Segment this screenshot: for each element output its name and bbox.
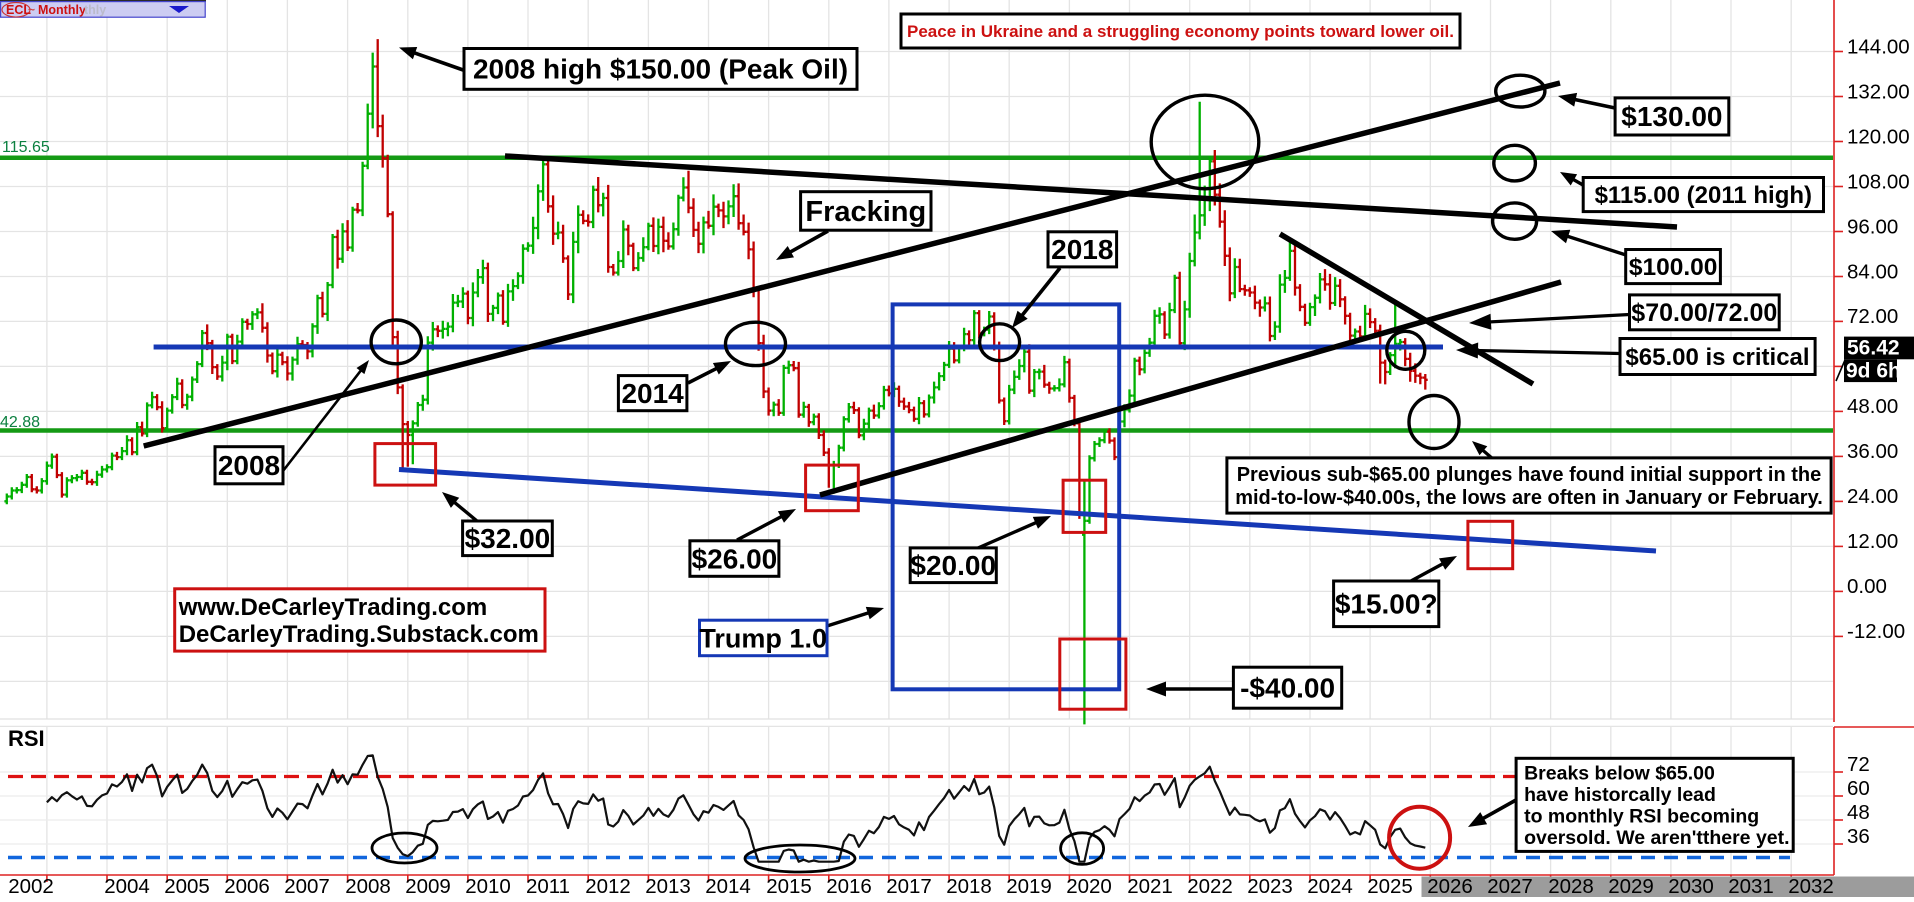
svg-text:2021: 2021	[1127, 875, 1173, 897]
svg-text:24.00: 24.00	[1847, 485, 1898, 508]
svg-text:2004: 2004	[104, 875, 150, 897]
svg-text:2018: 2018	[946, 875, 992, 897]
svg-text:thly: thly	[84, 3, 106, 17]
svg-text:2002: 2002	[8, 875, 54, 897]
svg-text:2023: 2023	[1247, 875, 1293, 897]
svg-text:48.00: 48.00	[1847, 395, 1898, 418]
svg-text:2008: 2008	[218, 450, 280, 481]
svg-text:RSI: RSI	[8, 726, 45, 751]
svg-text:60: 60	[1847, 777, 1870, 800]
svg-text:2020: 2020	[1066, 875, 1112, 897]
svg-text:2011: 2011	[526, 875, 570, 897]
svg-text:2026: 2026	[1427, 875, 1473, 897]
svg-text:36.00: 36.00	[1847, 440, 1898, 463]
svg-text:oversold. We aren'tthere yet.: oversold. We aren'tthere yet.	[1524, 827, 1789, 849]
svg-text:2008: 2008	[345, 875, 391, 897]
svg-text:2031: 2031	[1728, 875, 1774, 897]
svg-text:-$40.00: -$40.00	[1240, 673, 1335, 704]
svg-text:2017: 2017	[886, 875, 932, 897]
svg-text:Trump 1.0: Trump 1.0	[699, 623, 827, 653]
svg-text:2009: 2009	[405, 875, 451, 897]
svg-text:to monthly RSI becoming: to monthly RSI becoming	[1524, 805, 1759, 827]
svg-text:Breaks below $65.00: Breaks below $65.00	[1524, 762, 1715, 784]
svg-text:2014: 2014	[705, 875, 751, 897]
svg-text:12.00: 12.00	[1847, 530, 1898, 553]
svg-text:96.00: 96.00	[1847, 215, 1898, 238]
svg-text:2015: 2015	[766, 875, 812, 897]
svg-text:Monthly: Monthly	[38, 3, 86, 17]
svg-text:2014: 2014	[621, 378, 684, 409]
svg-text:72.00: 72.00	[1847, 305, 1898, 328]
svg-text:2019: 2019	[1006, 875, 1052, 897]
svg-text:48: 48	[1847, 801, 1870, 824]
svg-text:$20.00: $20.00	[910, 550, 996, 581]
svg-text:$100.00: $100.00	[1629, 254, 1718, 281]
svg-text:115.65: 115.65	[2, 139, 50, 156]
svg-text:Previous sub-$65.00 plunges ha: Previous sub-$65.00 plunges have found i…	[1237, 464, 1822, 486]
svg-text:2005: 2005	[164, 875, 210, 897]
svg-text:2013: 2013	[645, 875, 691, 897]
svg-text:~: ~	[28, 3, 35, 17]
svg-text:www.DeCarleyTrading.com: www.DeCarleyTrading.com	[178, 594, 488, 621]
svg-text:9d 6h: 9d 6h	[1846, 360, 1901, 383]
svg-text:$115.00 (2011 high): $115.00 (2011 high)	[1595, 182, 1812, 209]
svg-text:Fracking: Fracking	[805, 196, 926, 228]
svg-text:2016: 2016	[826, 875, 872, 897]
svg-text:mid-to-low-$40.00s, the lows a: mid-to-low-$40.00s, the lows are often i…	[1235, 487, 1823, 509]
svg-text:-12.00: -12.00	[1847, 620, 1905, 643]
svg-text:36: 36	[1847, 825, 1870, 848]
svg-text:2028: 2028	[1548, 875, 1594, 897]
svg-text:$15.00?: $15.00?	[1335, 589, 1438, 620]
svg-text:2010: 2010	[465, 875, 511, 897]
svg-text:2024: 2024	[1307, 875, 1353, 897]
svg-text:2018: 2018	[1051, 234, 1113, 265]
svg-text:2022: 2022	[1187, 875, 1233, 897]
svg-text:2006: 2006	[224, 875, 270, 897]
svg-text:DeCarleyTrading.Substack.com: DeCarleyTrading.Substack.com	[179, 621, 539, 648]
svg-text:2029: 2029	[1608, 875, 1654, 897]
svg-text:132.00: 132.00	[1847, 80, 1910, 103]
svg-text:144.00: 144.00	[1847, 35, 1910, 58]
svg-text:0.00: 0.00	[1847, 575, 1887, 598]
svg-text:have historcally lead: have historcally lead	[1524, 784, 1716, 806]
svg-text:120.00: 120.00	[1847, 125, 1910, 148]
svg-text:2027: 2027	[1487, 875, 1533, 897]
svg-text:2012: 2012	[585, 875, 631, 897]
svg-text:56.42: 56.42	[1847, 337, 1900, 360]
svg-text:$130.00: $130.00	[1621, 101, 1722, 132]
svg-text:84.00: 84.00	[1847, 260, 1898, 283]
svg-text:$32.00: $32.00	[465, 523, 551, 554]
svg-text:Peace in Ukraine and a struggl: Peace in Ukraine and a struggling econom…	[907, 22, 1454, 41]
svg-text:$70.00/72.00: $70.00/72.00	[1631, 299, 1777, 327]
svg-text:72: 72	[1847, 753, 1870, 776]
svg-text:2032: 2032	[1788, 875, 1834, 897]
svg-text:2007: 2007	[284, 875, 330, 897]
svg-text:2030: 2030	[1668, 875, 1714, 897]
svg-text:$65.00 is critical: $65.00 is critical	[1625, 344, 1809, 371]
svg-text:$26.00: $26.00	[692, 543, 778, 574]
svg-text:108.00: 108.00	[1847, 170, 1910, 193]
svg-text:42.88: 42.88	[0, 414, 40, 431]
svg-text:2008 high $150.00 (Peak Oil): 2008 high $150.00 (Peak Oil)	[473, 54, 848, 85]
svg-text:2025: 2025	[1367, 875, 1413, 897]
